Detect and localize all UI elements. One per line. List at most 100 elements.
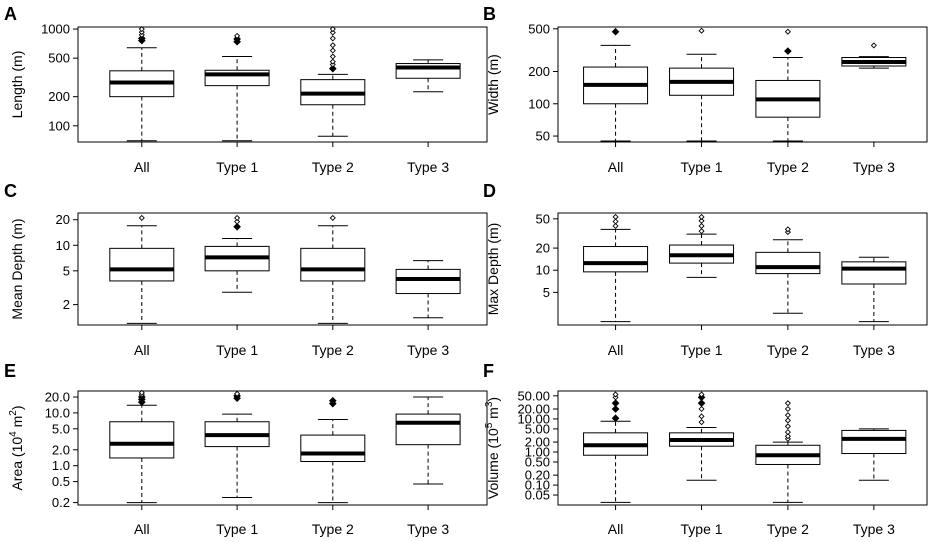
box-type-2: Type 2: [300, 214, 366, 358]
plot-frame: [77, 26, 488, 143]
box-all: All: [109, 26, 175, 175]
outlier-filled: [328, 396, 337, 405]
axis-title-superscript: 3: [484, 401, 495, 407]
box-all: All: [583, 213, 649, 358]
box-type-2: Type 2: [755, 400, 821, 537]
plot-frame: [557, 26, 928, 143]
category-label: All: [608, 342, 624, 358]
outlier: [784, 405, 791, 413]
iqr-box: [395, 413, 461, 446]
y-tick-label: 0.05: [525, 488, 550, 503]
category-label: Type 1: [216, 159, 258, 175]
y-tick-label: 10.0: [45, 405, 70, 420]
outlier-filled: [611, 399, 620, 408]
y-tick-label: 0.20: [525, 468, 550, 483]
outlier: [329, 53, 336, 60]
iqr-box: [300, 247, 366, 282]
panel-E: E 0.2 0.51.02.0 5.010.020.0 Area (104 m2) All…: [4, 361, 488, 537]
box-type-3: Type 3: [395, 260, 461, 358]
y-tick-label: 10.00: [517, 411, 550, 426]
axis-title-superscript: 5: [484, 422, 495, 428]
outlier: [698, 222, 705, 229]
box-type-1: Type 1: [669, 213, 735, 358]
y-tick-label: 50: [536, 129, 550, 144]
y-tick-label: 5: [63, 263, 70, 278]
outlier-filled: [233, 222, 241, 231]
category-label: Type 1: [216, 521, 258, 537]
outlier: [784, 423, 791, 430]
axis-title-part: Volume (10: [485, 428, 501, 499]
outlier: [612, 391, 619, 398]
outlier: [234, 218, 241, 225]
panel-letter: C: [4, 181, 17, 201]
panel-letter: E: [4, 361, 16, 381]
outlier: [234, 32, 241, 39]
box-type-3: Type 3: [841, 256, 907, 358]
outlier: [870, 42, 877, 49]
y-axis-title: Mean Depth (m): [9, 218, 25, 319]
axis-title-part: Area (10: [9, 437, 25, 491]
iqr-box: [109, 421, 175, 459]
category-label: Type 3: [853, 159, 895, 175]
category-label: All: [134, 521, 150, 537]
y-tick-label: 20: [56, 212, 70, 227]
outlier: [138, 389, 145, 396]
category-label: Type 3: [853, 521, 895, 537]
y-axis-title: Length (m): [9, 51, 25, 119]
y-tick-label: 1000: [41, 22, 70, 37]
category-label: Type 3: [853, 342, 895, 358]
outlier-filled: [233, 35, 241, 43]
iqr-box: [109, 247, 175, 282]
box-type-1: Type 1: [204, 390, 270, 537]
outlier: [329, 214, 336, 221]
y-tick-label: 200: [48, 89, 70, 104]
category-label: Type 2: [312, 521, 354, 537]
box-all: All: [109, 389, 175, 537]
y-tick-label: 200: [528, 64, 550, 79]
outlier-filled: [697, 399, 706, 408]
box-type-2: Type 2: [300, 26, 366, 175]
y-axis-title: Max Depth (m): [485, 223, 501, 316]
y-tick-label: 2: [63, 297, 70, 312]
outlier-filled: [784, 47, 792, 55]
y-axis-title: Volume (105 m3): [484, 397, 501, 499]
outlier: [329, 47, 336, 54]
category-label: Type 2: [767, 521, 809, 537]
axis-title-part: ): [485, 397, 501, 402]
category-label: Type 1: [216, 342, 258, 358]
outlier-filled: [328, 64, 337, 73]
box-all: All: [109, 214, 175, 358]
panel-A: A 100 200 500 1000 Length (m) All Type 1 Type 2 T…: [4, 4, 488, 175]
outlier-filled: [611, 414, 620, 423]
outlier: [784, 226, 791, 233]
plot-frame: [77, 212, 488, 326]
y-tick-label: 0.2: [52, 495, 70, 510]
box-all: All: [583, 27, 649, 175]
plot-frame: [77, 390, 488, 506]
outlier: [784, 400, 791, 407]
category-label: All: [608, 159, 624, 175]
panel-F: F0.050.100.200.501.002.005.0010.0020.005…: [483, 361, 928, 537]
outlier: [698, 405, 705, 413]
axis-title-superscript: 4: [8, 431, 19, 437]
category-label: All: [134, 159, 150, 175]
category-label: All: [608, 521, 624, 537]
outlier: [784, 412, 791, 419]
plot-frame: [557, 212, 928, 326]
box-type-3: Type 3: [395, 396, 461, 537]
iqr-box: [583, 246, 649, 273]
outlier: [138, 26, 145, 33]
box-type-1: Type 1: [204, 32, 270, 175]
outlier: [698, 27, 705, 34]
y-tick-label: 0.5: [52, 474, 70, 489]
y-axis-title: Area (104 m2): [8, 405, 25, 490]
box-type-1: Type 1: [669, 27, 735, 175]
y-tick-label: 20.0: [45, 390, 70, 405]
outlier: [612, 218, 619, 225]
y-tick-label: 5: [543, 285, 550, 300]
outlier: [698, 419, 705, 426]
outlier: [234, 214, 241, 221]
y-tick-label: 5.00: [525, 421, 550, 436]
category-label: All: [134, 342, 150, 358]
box-type-2: Type 2: [300, 396, 366, 537]
